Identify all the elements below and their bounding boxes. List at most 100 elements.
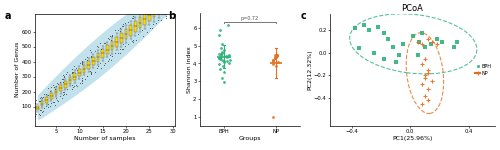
X-axis label: Number of samples: Number of samples [74, 136, 136, 141]
Point [222, 55, 230, 57]
Point [224, 24, 232, 26]
Point [216, 68, 224, 70]
Point [39, 110, 47, 112]
Point [424, 72, 432, 74]
Point [272, 65, 280, 67]
Bar [92, 57, 94, 65]
Point [148, 27, 156, 29]
Point [269, 58, 277, 61]
Point [134, 8, 141, 10]
Point [60, 74, 68, 77]
Bar [110, 41, 114, 50]
Point [53, 99, 61, 101]
Point [128, 17, 136, 20]
Bar [162, 0, 164, 10]
Point [424, 99, 432, 101]
Point [216, 52, 224, 55]
Bar [54, 89, 58, 95]
Point [68, 72, 76, 75]
Point [36, 109, 44, 111]
Point [355, 47, 363, 50]
Point [220, 61, 228, 63]
Point [78, 61, 86, 63]
Point [424, 38, 432, 40]
Bar [82, 65, 86, 73]
Point [421, 74, 429, 76]
Point [72, 68, 80, 71]
Point [172, 8, 179, 10]
Point [124, 43, 132, 46]
Point [32, 102, 40, 104]
Bar [46, 97, 48, 103]
Point [389, 46, 397, 48]
Point [218, 51, 226, 53]
Point [76, 82, 84, 84]
Point [224, 55, 232, 58]
Point [132, 11, 140, 14]
Point [42, 93, 50, 95]
Point [68, 68, 76, 70]
Point [105, 58, 113, 60]
X-axis label: Groups: Groups [239, 136, 261, 141]
Point [108, 55, 116, 57]
Point [220, 49, 228, 51]
Point [46, 90, 54, 92]
Point [58, 97, 66, 99]
Bar [130, 25, 132, 36]
Point [132, 38, 140, 41]
Bar [106, 45, 108, 54]
Point [269, 60, 277, 63]
Point [92, 67, 100, 69]
Point [92, 45, 100, 47]
Point [50, 103, 58, 106]
Point [69, 86, 77, 88]
Point [68, 84, 76, 86]
Point [119, 43, 127, 45]
Point [108, 34, 116, 37]
Point [60, 78, 68, 80]
Point [78, 80, 86, 83]
Point [35, 113, 43, 115]
Point [424, 88, 432, 90]
Point [224, 54, 232, 56]
Point [138, 28, 146, 31]
Y-axis label: PC2(12.32%): PC2(12.32%) [308, 50, 312, 90]
Point [134, 33, 141, 35]
Point [94, 65, 102, 68]
Bar [124, 29, 128, 39]
Point [220, 60, 228, 63]
Y-axis label: Shannon index: Shannon index [187, 46, 192, 93]
Point [116, 27, 124, 30]
Point [78, 59, 86, 62]
Point [351, 27, 359, 29]
Text: c: c [300, 11, 306, 21]
Point [69, 71, 77, 74]
Bar [138, 17, 141, 28]
Point [270, 116, 278, 118]
Point [418, 102, 426, 105]
Point [418, 43, 426, 45]
Point [119, 47, 127, 50]
Point [32, 99, 40, 101]
Point [130, 39, 138, 41]
Point [272, 57, 280, 59]
Point [36, 109, 44, 111]
Bar [60, 85, 62, 91]
Bar [134, 21, 136, 32]
Point [450, 46, 458, 48]
Bar [144, 13, 146, 25]
Point [453, 40, 461, 43]
Point [166, 13, 174, 15]
Point [272, 57, 280, 60]
Point [78, 61, 86, 64]
Point [87, 71, 95, 73]
Title: PCoA: PCoA [402, 4, 423, 13]
Bar [120, 33, 122, 43]
Point [214, 34, 222, 36]
Point [392, 61, 400, 63]
Point [101, 62, 109, 64]
Point [225, 61, 233, 64]
Point [384, 38, 392, 40]
Point [83, 74, 91, 77]
Point [421, 94, 429, 97]
